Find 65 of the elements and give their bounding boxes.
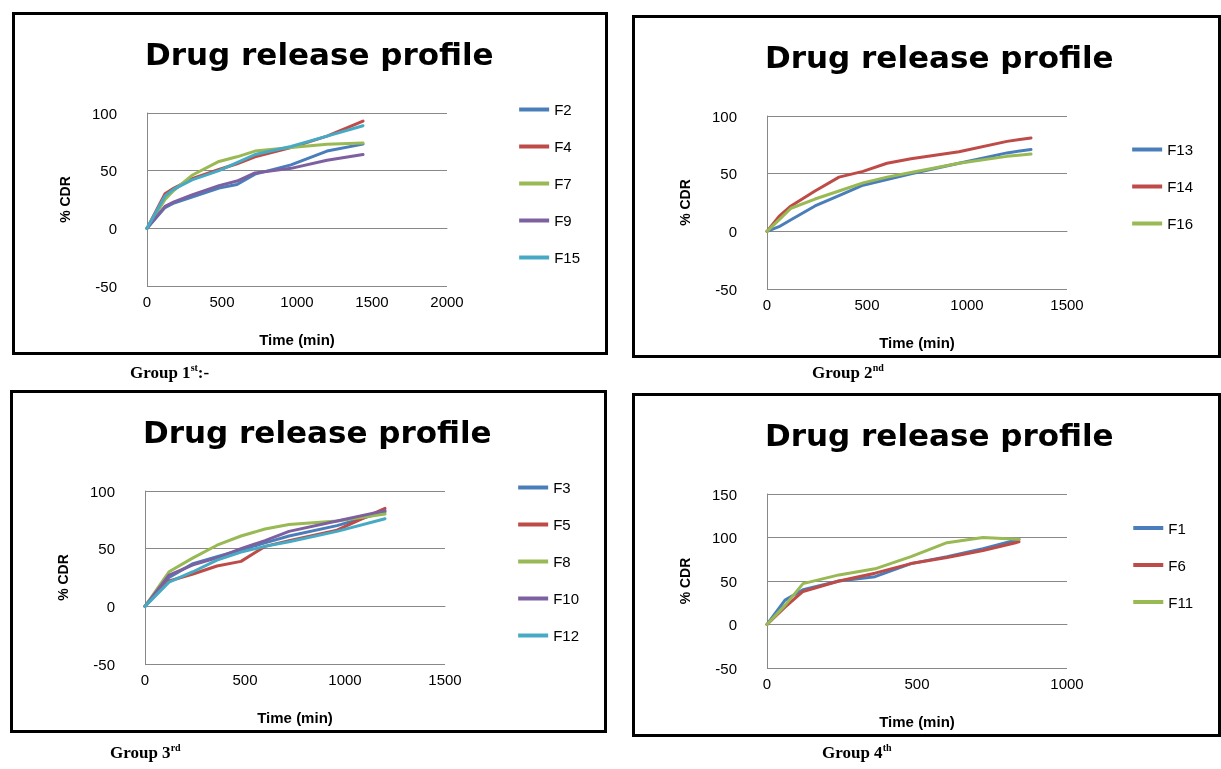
legend-label: F12 xyxy=(553,627,580,644)
legend-label: F6 xyxy=(1168,556,1186,574)
y-tick-label: 100 xyxy=(711,107,737,125)
y-tick-label: 50 xyxy=(720,165,737,183)
x-tick-label: 0 xyxy=(762,296,772,313)
y-tick-label: 0 xyxy=(108,219,117,237)
x-tick-label: 1500 xyxy=(428,671,462,688)
y-axis-title: % CDR xyxy=(55,554,71,601)
y-axis-title: % CDR xyxy=(677,557,693,605)
legend-label: F10 xyxy=(553,590,580,607)
x-tick-label: 500 xyxy=(209,293,235,310)
x-tick-label: 1000 xyxy=(280,293,314,310)
y-tick-label: 100 xyxy=(91,104,117,122)
y-tick-label: 50 xyxy=(720,572,737,590)
y-tick-label: -50 xyxy=(715,280,737,298)
chart-title: Drug release profile xyxy=(143,413,492,450)
legend-label: F16 xyxy=(1167,215,1194,232)
x-axis-title: Time (min) xyxy=(259,331,335,348)
x-axis-title: Time (min) xyxy=(879,713,955,730)
legend-label: F15 xyxy=(554,249,581,266)
y-axis-title: % CDR xyxy=(677,179,693,226)
y-tick-label: 150 xyxy=(711,485,737,503)
legend-label: F4 xyxy=(554,138,572,155)
y-tick-label: -50 xyxy=(715,659,737,677)
y-tick-label: 0 xyxy=(728,616,737,633)
legend-label: F5 xyxy=(553,516,571,533)
text: Group 1$^{st}$:- xyxy=(130,362,210,383)
x-tick-label: 500 xyxy=(854,296,880,313)
x-tick-label: 0 xyxy=(140,671,150,688)
x-tick-label: 1000 xyxy=(1050,675,1084,692)
x-tick-label: 500 xyxy=(232,671,258,688)
chart-title: Drug release profile xyxy=(765,416,1114,453)
legend-label: F3 xyxy=(553,479,571,496)
x-tick-label: 1500 xyxy=(1050,296,1084,313)
x-tick-label: 500 xyxy=(904,675,930,692)
legend-label: F13 xyxy=(1167,141,1194,158)
x-axis-title: Time (min) xyxy=(879,334,955,351)
x-axis-title: Time (min) xyxy=(257,709,333,726)
y-tick-label: 50 xyxy=(98,540,115,558)
x-tick-label: 2000 xyxy=(430,293,464,310)
y-tick-label: 50 xyxy=(100,162,117,180)
x-tick-label: 0 xyxy=(762,675,772,692)
y-tick-label: 100 xyxy=(711,529,737,546)
x-tick-label: 1000 xyxy=(950,296,984,313)
text: Group 4$^{th}$ xyxy=(822,742,892,763)
chart-title: Drug release profile xyxy=(765,38,1114,75)
text: Group 2$^{nd}$ xyxy=(812,362,884,383)
text: Group 3$^{rd}$ xyxy=(110,742,181,763)
y-tick-label: 100 xyxy=(89,482,115,500)
y-tick-label: -50 xyxy=(95,277,117,295)
legend-label: F1 xyxy=(1168,519,1186,537)
legend-label: F7 xyxy=(554,175,572,192)
x-tick-label: 1500 xyxy=(355,293,389,310)
y-axis-title: % CDR xyxy=(57,176,73,223)
legend-label: F2 xyxy=(554,101,572,118)
legend-label: F14 xyxy=(1167,178,1194,195)
y-tick-label: -50 xyxy=(93,655,115,673)
y-tick-label: 0 xyxy=(106,597,115,615)
chart-title: Drug release profile xyxy=(145,35,494,72)
x-tick-label: 0 xyxy=(142,293,152,310)
legend-label: F9 xyxy=(554,212,572,229)
y-tick-label: 0 xyxy=(728,222,737,240)
legend-label: F11 xyxy=(1168,593,1193,611)
legend-label: F8 xyxy=(553,553,571,570)
x-tick-label: 1000 xyxy=(328,671,362,688)
